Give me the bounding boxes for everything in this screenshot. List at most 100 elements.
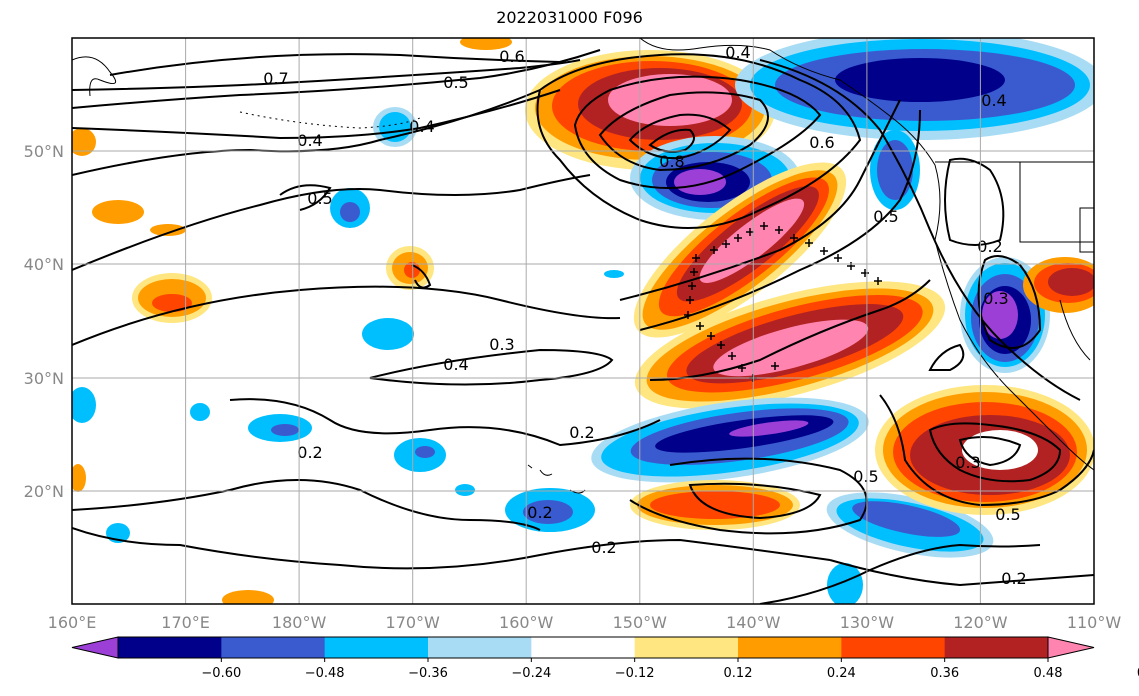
- positive-anomaly-region: [222, 590, 274, 604]
- contour-label: 0.5: [307, 189, 332, 208]
- contour-label: 0.4: [409, 117, 434, 136]
- colorbar-segment: [841, 637, 946, 658]
- lon-tick-label: 110°W: [1067, 613, 1122, 632]
- contour-label: 0.6: [809, 133, 834, 152]
- positive-anomaly-region: [92, 200, 144, 224]
- coastline-kamchatka: [72, 56, 117, 97]
- colorbar-segment: [221, 637, 326, 658]
- contour-label: 0.3: [983, 289, 1008, 308]
- contour-label: 0.2: [1001, 569, 1026, 588]
- contour-label: 0.3: [955, 453, 980, 472]
- storm-track-path: [692, 222, 882, 285]
- colorbar-tick-label: 0.36: [930, 666, 959, 681]
- negative-anomaly-region: [982, 291, 1018, 339]
- border-state: [1019, 162, 1094, 243]
- contour-line: [688, 482, 822, 520]
- contour-line: [411, 264, 432, 289]
- negative-anomaly-region: [340, 202, 360, 222]
- contour-line: [72, 285, 621, 346]
- positive-anomaly-region: [650, 491, 780, 519]
- colorbar-segment: [944, 637, 1049, 658]
- contour-label: 0.5: [995, 505, 1020, 524]
- contour-line: [72, 479, 541, 531]
- negative-anomaly-region: [604, 270, 624, 278]
- contour-line: [573, 75, 822, 189]
- contour-line: [759, 543, 1041, 604]
- lat-tick-label: 30°N: [24, 369, 64, 388]
- contour-line: [279, 184, 332, 211]
- colorbar-tick-label: −0.48: [305, 666, 345, 681]
- colorbar-segment: [324, 637, 429, 658]
- colorbar-tick-label: −0.12: [615, 666, 655, 681]
- contour-line: [639, 109, 921, 331]
- contour-line: [72, 49, 601, 109]
- contour-label: 0.4: [297, 131, 322, 150]
- positive-anomaly-region: [1048, 268, 1094, 296]
- lon-tick-label: 150°W: [613, 613, 668, 632]
- negative-anomaly-region: [455, 484, 475, 496]
- latitude-ticks: 50°N 40°N 30°N 20°N: [24, 142, 64, 501]
- colorbar-tick-label: −0.36: [408, 666, 448, 681]
- negative-anomaly-region: [827, 563, 863, 604]
- negative-anomaly-region: [835, 58, 1005, 102]
- colorbar-segment: [531, 637, 636, 658]
- colorbar: −0.60 −0.48 −0.36 −0.24 −0.12 0.12 0.24 0.36 0.4…: [71, 636, 1139, 681]
- negative-anomaly-region: [415, 446, 435, 458]
- contour-line: [958, 435, 1022, 467]
- contour-line: [72, 527, 831, 570]
- contour-label: 0.2: [569, 423, 594, 442]
- map-title: 2022031000 F096: [496, 8, 643, 27]
- lon-tick-label: 160°W: [499, 613, 554, 632]
- contour-line: [72, 59, 581, 91]
- contour-label: 0.4: [725, 43, 750, 62]
- neutral-region: [962, 430, 1038, 470]
- negative-anomaly-region: [729, 420, 809, 437]
- negative-anomaly-region: [877, 140, 913, 200]
- colorbar-tick-label: 0.12: [724, 666, 753, 681]
- lon-tick-label: 180°W: [272, 613, 327, 632]
- contour-label: 0.5: [443, 73, 468, 92]
- lat-tick-label: 40°N: [24, 255, 64, 274]
- contour-line: [829, 559, 1094, 587]
- colorbar-tick-label: 0.48: [1034, 666, 1063, 681]
- contour-label: 0.2: [977, 237, 1002, 256]
- contour-lines: [72, 49, 1094, 604]
- contour-label: 0.2: [527, 503, 552, 522]
- colorbar-extend-low: [71, 636, 119, 659]
- positive-anomaly-region: [150, 224, 186, 236]
- colorbar-frame: [117, 636, 1049, 659]
- contour-line: [369, 348, 614, 386]
- contour-line: [72, 89, 541, 176]
- contour-label: 0.8: [659, 152, 684, 171]
- contour-label: 0.3: [489, 335, 514, 354]
- contour-label: 0.5: [853, 467, 878, 486]
- negative-anomaly-region: [190, 403, 210, 421]
- contour-line: [629, 457, 868, 535]
- colorbar-tick-label: −0.24: [511, 666, 551, 681]
- contour-line: [928, 343, 965, 371]
- contour-line: [598, 91, 769, 172]
- lat-tick-label: 20°N: [24, 482, 64, 501]
- contour-line: [628, 113, 732, 160]
- negative-anomaly-region: [362, 318, 414, 350]
- colorbar-segment: [118, 637, 222, 658]
- negative-anomaly-region: [271, 424, 299, 436]
- colorbar-segment: [738, 637, 842, 658]
- colorbar-tick-label: 0.60: [1137, 666, 1139, 681]
- lon-tick-label: 160°E: [48, 613, 97, 632]
- colorbar-extend-high: [1047, 636, 1095, 659]
- negative-anomaly-region: [72, 387, 96, 423]
- lon-tick-label: 170°W: [386, 613, 441, 632]
- storm-track-markers: [684, 222, 882, 382]
- contour-label: 0.5: [873, 207, 898, 226]
- positive-anomaly-region: [460, 38, 512, 50]
- contour-label: 0.4: [443, 355, 468, 374]
- colorbar-tick-label: −0.60: [201, 666, 241, 681]
- contour-labels: 0.7 0.5 0.6 0.4 0.4 0.5 0.4 0.8 0.6 0.5 …: [263, 43, 1026, 588]
- contour-line: [536, 53, 862, 229]
- contour-line: [619, 99, 901, 301]
- contour-label: 0.6: [499, 47, 524, 66]
- lat-tick-label: 50°N: [24, 142, 64, 161]
- map-frame: [71, 37, 1095, 605]
